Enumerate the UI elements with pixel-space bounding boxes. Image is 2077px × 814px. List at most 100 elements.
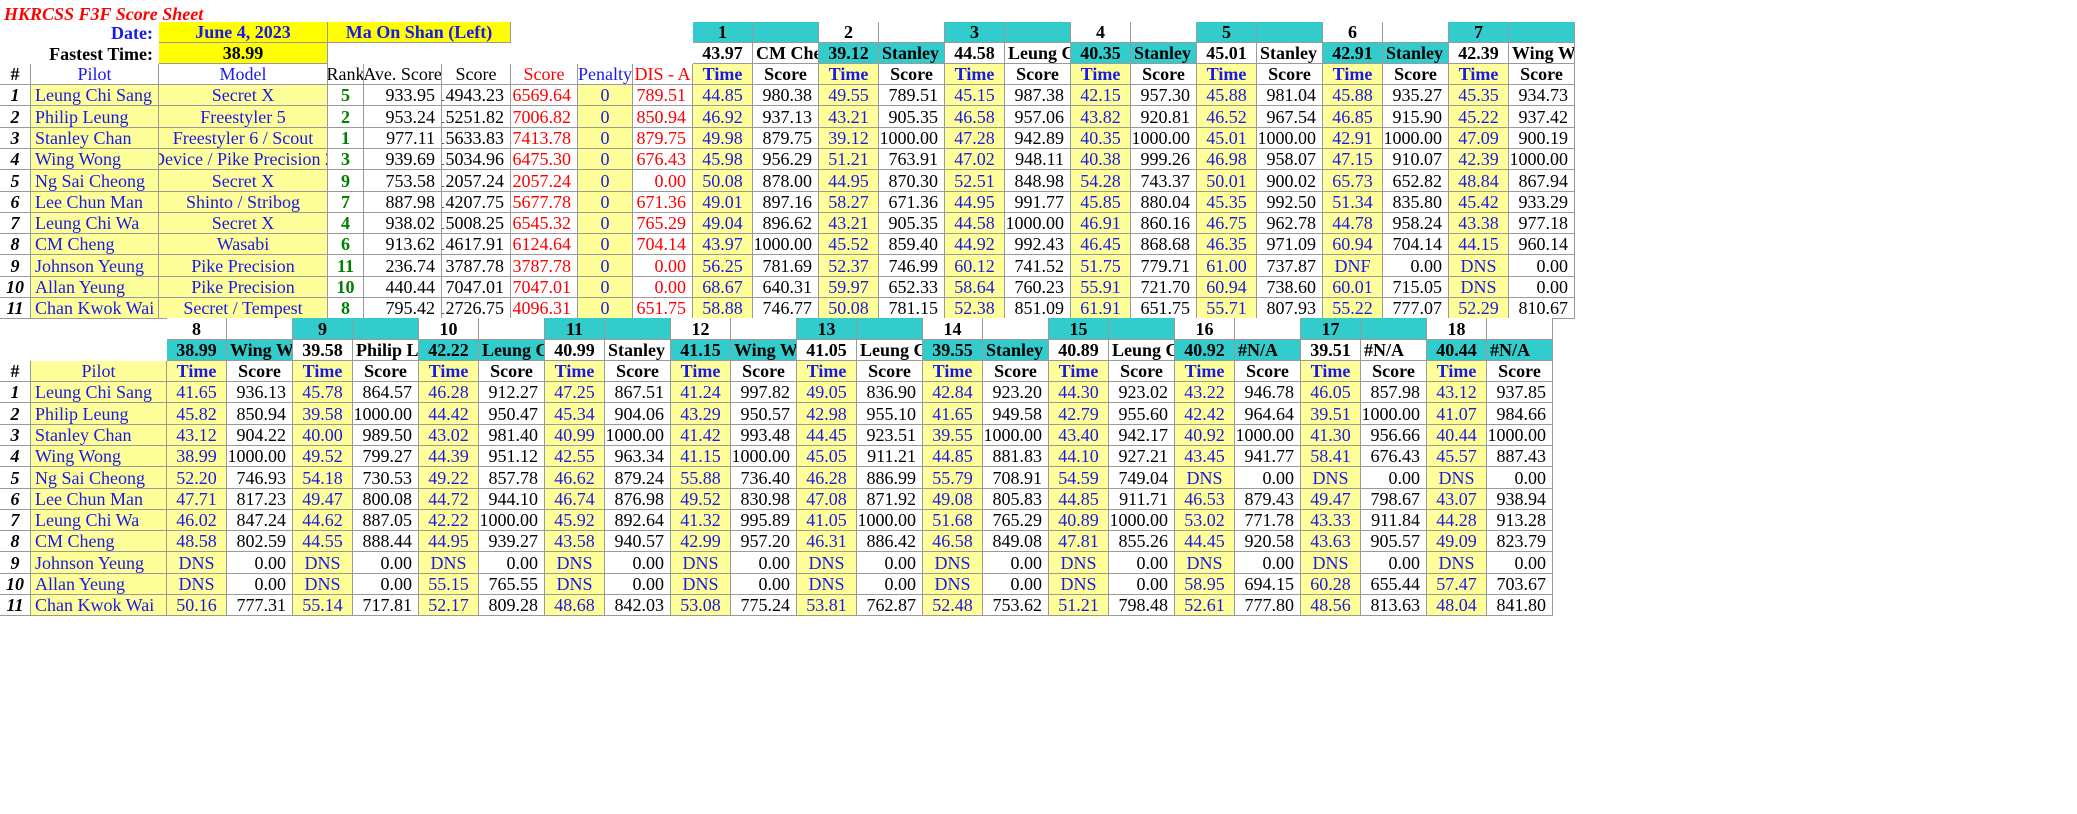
round-time[interactable]: 46.31 xyxy=(797,531,857,552)
pilot-rank[interactable]: 5 xyxy=(328,85,364,106)
round-leader[interactable]: Stanley C xyxy=(879,43,945,64)
pilot-score[interactable]: 12726.75 xyxy=(442,298,511,319)
pilot-discard[interactable]: 0.00 xyxy=(633,170,693,192)
round-score[interactable]: 655.44 xyxy=(1361,574,1427,595)
round-number[interactable]: 10 xyxy=(419,318,479,340)
round-score[interactable]: 0.00 xyxy=(479,552,545,574)
round-score[interactable]: 937.13 xyxy=(753,106,819,128)
venue-value[interactable]: Ma On Shan (Left) xyxy=(328,22,511,43)
round-time[interactable]: DNS xyxy=(1175,467,1235,489)
round-number[interactable]: 6 xyxy=(1323,22,1383,43)
round-time[interactable]: 58.64 xyxy=(945,277,1005,298)
round-number[interactable]: 12 xyxy=(671,318,731,340)
round-score[interactable]: 0.00 xyxy=(1487,467,1553,489)
time-header[interactable]: Time xyxy=(693,64,753,85)
round-leader[interactable]: #N/A xyxy=(1487,340,1553,361)
round-time[interactable]: 60.94 xyxy=(1197,277,1257,298)
pilot-rank[interactable]: 2 xyxy=(328,106,364,128)
pilot-name[interactable]: Leung Chi Wa xyxy=(31,510,167,531)
round-time[interactable]: 44.62 xyxy=(293,510,353,531)
pilot-score[interactable]: 12057.24 xyxy=(442,170,511,192)
round-number[interactable]: 1 xyxy=(693,22,753,43)
pilot-number[interactable]: 9 xyxy=(0,255,31,277)
round-leader[interactable]: Leung Ch xyxy=(857,340,923,361)
round-time[interactable]: 49.52 xyxy=(671,489,731,510)
pilot-model[interactable]: Secret X xyxy=(159,213,328,234)
round-score[interactable]: 1000.00 xyxy=(1257,128,1323,149)
round-time[interactable]: 46.85 xyxy=(1323,106,1383,128)
round-time[interactable]: 41.07 xyxy=(1427,403,1487,425)
round-time[interactable]: DNS xyxy=(797,574,857,595)
pilot-rank[interactable]: 6 xyxy=(328,234,364,255)
pilot-name[interactable]: Leung Chi Sang xyxy=(31,85,159,106)
pilot-name[interactable]: Ng Sai Cheong xyxy=(31,467,167,489)
pilot-penalty[interactable]: 0 xyxy=(578,149,633,170)
round-time[interactable]: 50.16 xyxy=(167,595,227,616)
round-time[interactable]: 45.92 xyxy=(545,510,605,531)
pilot-number[interactable]: 10 xyxy=(0,574,31,595)
round-leader[interactable]: Wing Wo xyxy=(731,340,797,361)
round-time[interactable]: 58.88 xyxy=(693,298,753,319)
round-time[interactable]: 44.42 xyxy=(419,403,479,425)
round-time[interactable]: 45.82 xyxy=(167,403,227,425)
round-time[interactable]: DNS xyxy=(923,574,983,595)
round-time[interactable]: 46.62 xyxy=(545,467,605,489)
round-time[interactable]: 43.02 xyxy=(419,425,479,446)
round-leader[interactable]: Stanley C xyxy=(1383,43,1449,64)
round-time[interactable]: DNS xyxy=(1301,552,1361,574)
round-score[interactable]: 857.78 xyxy=(479,467,545,489)
pilot-ave-score[interactable]: 887.98 xyxy=(364,192,442,213)
pilot-score[interactable]: 14207.75 xyxy=(442,192,511,213)
round-time[interactable]: 55.14 xyxy=(293,595,353,616)
round-time[interactable]: 55.15 xyxy=(419,574,479,595)
round-time[interactable]: 47.08 xyxy=(797,489,857,510)
round-number[interactable]: 15 xyxy=(1049,318,1109,340)
round-time[interactable]: 55.22 xyxy=(1323,298,1383,319)
round-score[interactable]: 923.51 xyxy=(857,425,923,446)
round-score[interactable]: 859.40 xyxy=(879,234,945,255)
round-score[interactable]: 736.40 xyxy=(731,467,797,489)
score-header[interactable]: Score xyxy=(442,64,511,85)
pilot-ave-score[interactable]: 440.44 xyxy=(364,277,442,298)
round-number[interactable]: 2 xyxy=(819,22,879,43)
round-score[interactable]: 721.70 xyxy=(1131,277,1197,298)
round-number-pad[interactable] xyxy=(1109,318,1175,340)
round-score[interactable]: 1000.00 xyxy=(353,403,419,425)
round-time[interactable]: 41.42 xyxy=(671,425,731,446)
round-time[interactable]: 38.99 xyxy=(167,446,227,467)
round-score[interactable]: 836.90 xyxy=(857,382,923,403)
dis-header[interactable]: DIS - A xyxy=(633,64,693,85)
round-score[interactable]: 980.38 xyxy=(753,85,819,106)
pilot-number[interactable]: 7 xyxy=(0,510,31,531)
round-time[interactable]: 48.84 xyxy=(1449,170,1509,192)
round-number[interactable]: 14 xyxy=(923,318,983,340)
round-score[interactable]: 0.00 xyxy=(1361,467,1427,489)
round-best-time[interactable]: 42.39 xyxy=(1449,43,1509,64)
round-score[interactable]: 807.93 xyxy=(1257,298,1323,319)
round-time[interactable]: 44.15 xyxy=(1449,234,1509,255)
round-score[interactable]: 0.00 xyxy=(731,552,797,574)
time-header[interactable]: Time xyxy=(1175,361,1235,382)
round-time[interactable]: 50.08 xyxy=(819,298,879,319)
round-score[interactable]: 923.02 xyxy=(1109,382,1175,403)
round-score[interactable]: 1000.00 xyxy=(1383,128,1449,149)
round-score[interactable]: 640.31 xyxy=(753,277,819,298)
round-time[interactable]: 46.28 xyxy=(419,382,479,403)
round-score[interactable]: 950.57 xyxy=(731,403,797,425)
round-number[interactable]: 8 xyxy=(167,318,227,340)
round-time[interactable]: 43.12 xyxy=(1427,382,1487,403)
round-time[interactable]: 60.01 xyxy=(1323,277,1383,298)
round-score[interactable]: 753.62 xyxy=(983,595,1049,616)
pilot-total-score[interactable]: 12057.24 xyxy=(511,170,578,192)
round-time[interactable]: 61.91 xyxy=(1071,298,1131,319)
round-number[interactable]: 5 xyxy=(1197,22,1257,43)
round-score[interactable]: 934.73 xyxy=(1509,85,1575,106)
pilot-rank[interactable]: 9 xyxy=(328,170,364,192)
round-score[interactable]: 993.48 xyxy=(731,425,797,446)
round-time[interactable]: 39.55 xyxy=(923,425,983,446)
round-score[interactable]: 950.47 xyxy=(479,403,545,425)
round-time[interactable]: 44.10 xyxy=(1049,446,1109,467)
round-score[interactable]: 743.37 xyxy=(1131,170,1197,192)
round-score[interactable]: 937.85 xyxy=(1487,382,1553,403)
round-score[interactable]: 955.60 xyxy=(1109,403,1175,425)
